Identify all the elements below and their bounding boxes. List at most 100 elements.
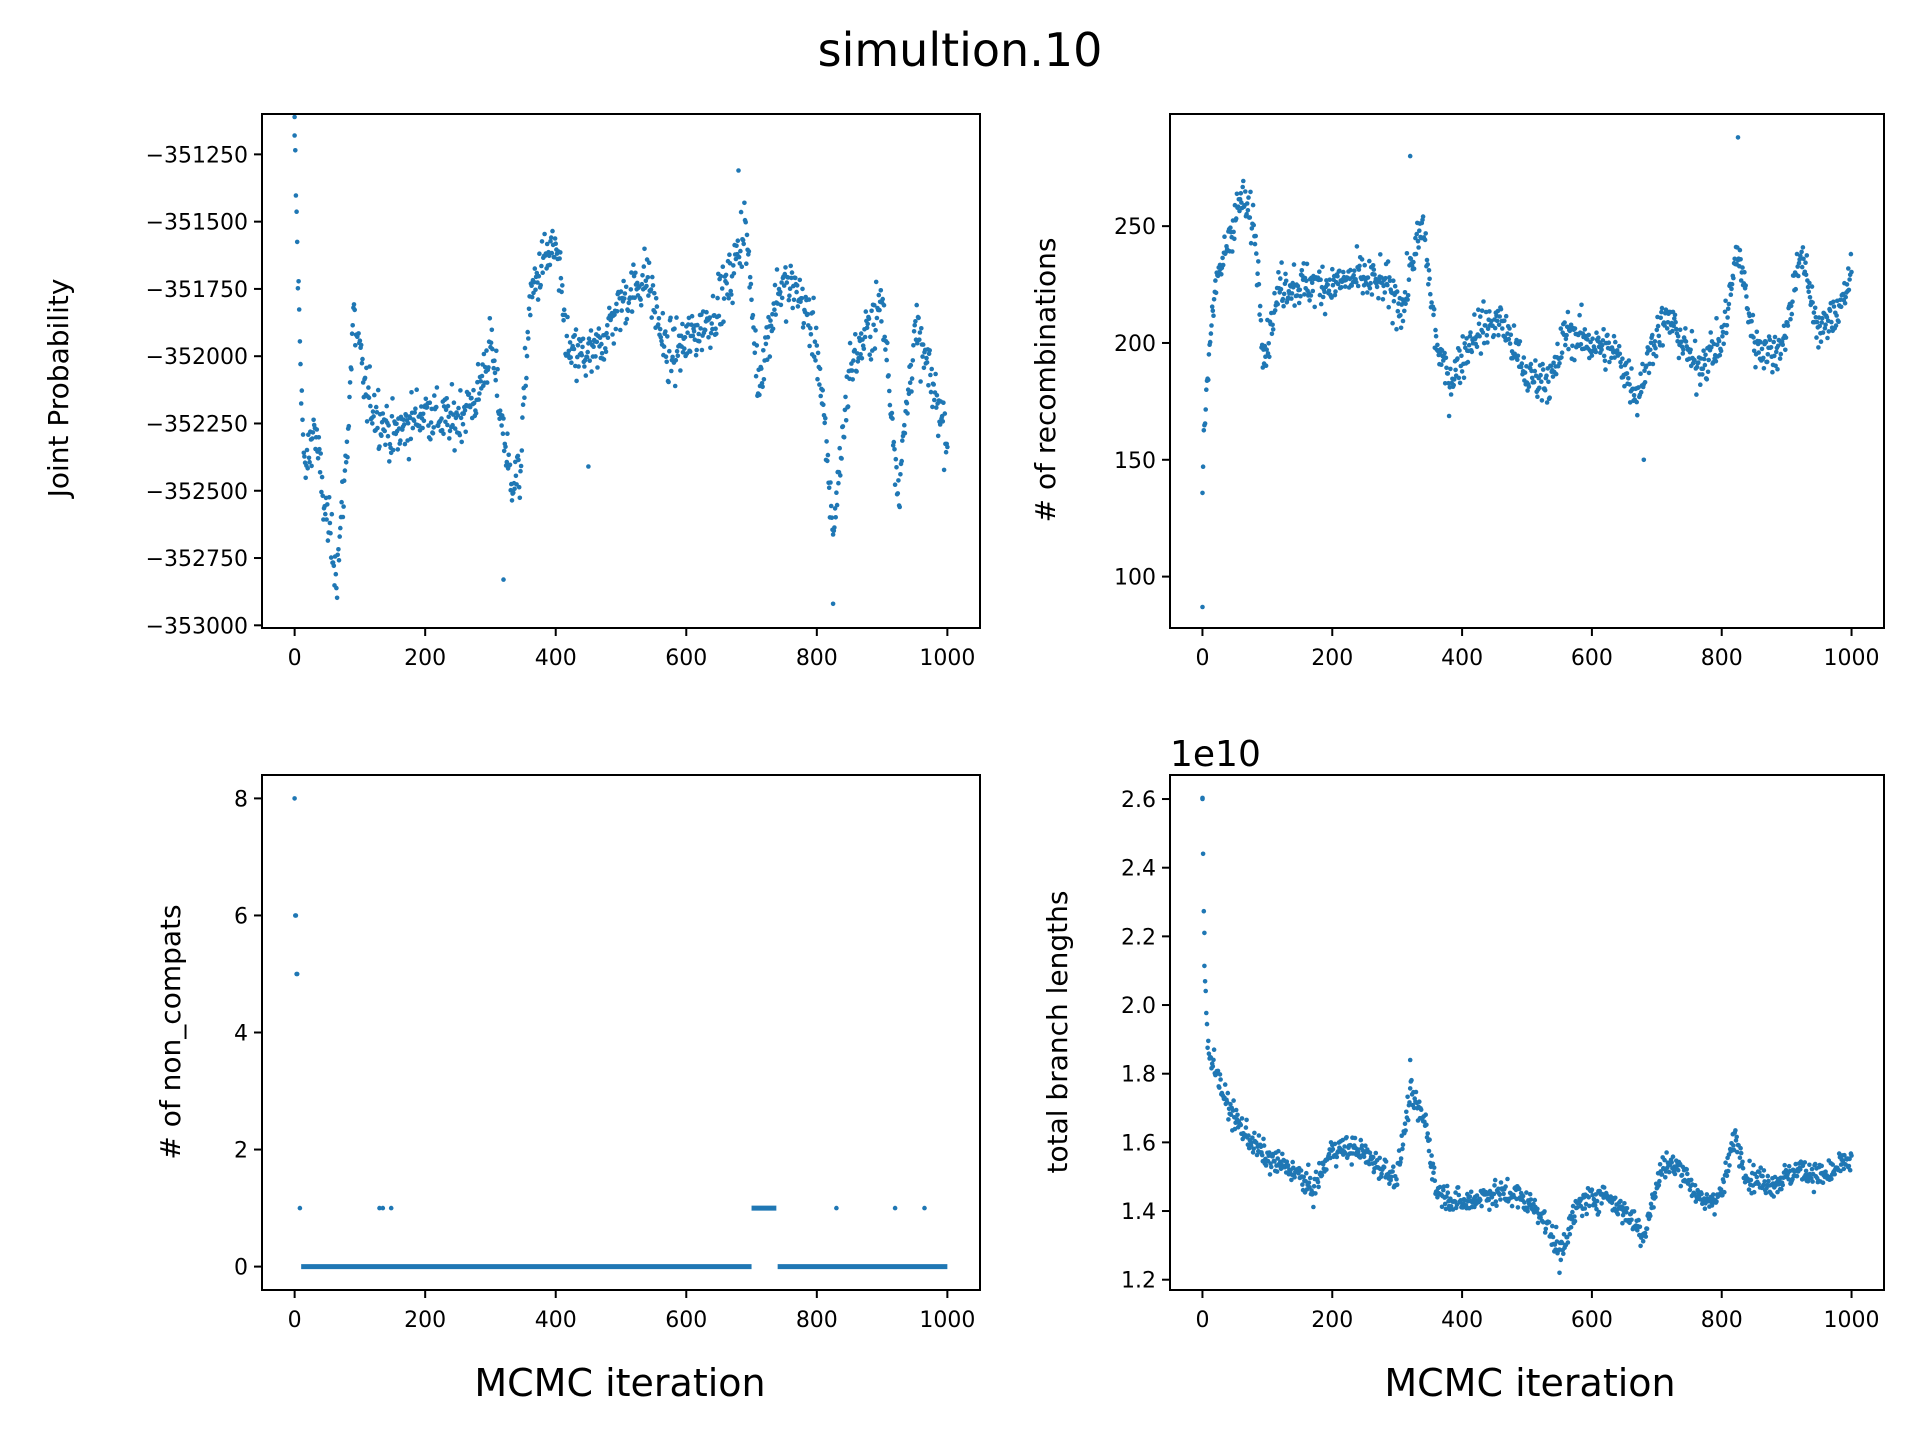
data-point <box>1461 375 1467 381</box>
data-point <box>778 302 784 308</box>
data-point <box>1478 314 1483 319</box>
data-point <box>380 411 386 416</box>
data-point <box>1601 353 1607 359</box>
data-point <box>858 331 864 336</box>
data-point <box>813 358 818 363</box>
data-point <box>1373 1150 1379 1156</box>
data-point <box>1398 325 1404 331</box>
data-point <box>293 148 298 153</box>
data-point <box>1411 266 1417 272</box>
data-point <box>495 366 500 372</box>
data-point <box>878 288 884 293</box>
data-point <box>1756 1181 1761 1187</box>
data-point <box>695 322 700 328</box>
data-point <box>654 304 660 309</box>
data-point <box>1724 323 1730 328</box>
data-point <box>740 237 746 243</box>
data-point <box>385 433 391 439</box>
data-point <box>409 390 414 395</box>
data-point <box>1371 1169 1377 1175</box>
data-point <box>1217 1085 1222 1090</box>
data-point <box>767 354 773 359</box>
data-point <box>1251 222 1256 228</box>
data-point <box>1383 1159 1389 1164</box>
data-point <box>1600 342 1605 348</box>
data-point <box>487 316 493 321</box>
data-point <box>731 271 737 276</box>
data-point <box>411 418 417 424</box>
data-point <box>1391 298 1397 304</box>
data-point <box>1254 251 1259 256</box>
data-point <box>1360 290 1366 296</box>
data-point <box>1533 358 1538 363</box>
data-point <box>715 295 720 301</box>
data-point <box>1832 1171 1837 1177</box>
data-point <box>558 250 563 255</box>
data-point <box>1322 311 1328 317</box>
data-point <box>1688 347 1693 353</box>
data-point <box>359 360 365 366</box>
data-point <box>481 351 487 357</box>
data-point <box>1522 370 1528 375</box>
data-point <box>1664 1150 1669 1155</box>
data-point <box>1653 1194 1658 1200</box>
data-point <box>1637 1224 1643 1230</box>
data-point <box>512 486 517 492</box>
data-point <box>1618 359 1623 365</box>
data-point <box>1327 277 1332 283</box>
data-point <box>623 284 629 290</box>
data-point <box>1756 350 1761 355</box>
data-point <box>1413 1089 1419 1095</box>
data-point <box>788 263 793 269</box>
data-point <box>1529 375 1535 381</box>
data-point <box>656 316 662 321</box>
data-point <box>501 416 506 421</box>
data-point <box>1385 282 1390 288</box>
data-point <box>529 294 535 300</box>
data-point <box>1648 1201 1654 1207</box>
data-point <box>741 241 746 247</box>
data-point <box>1400 1146 1405 1152</box>
data-point <box>408 436 414 442</box>
data-point <box>1416 245 1421 250</box>
data-point <box>1289 1177 1294 1183</box>
data-point <box>661 344 667 349</box>
data-point <box>643 278 649 284</box>
data-point <box>847 340 853 346</box>
data-point <box>1391 1164 1396 1169</box>
y-tick-label: −352750 <box>146 547 248 572</box>
data-point <box>1824 315 1830 320</box>
data-point <box>497 416 502 422</box>
data-point <box>1738 1150 1744 1156</box>
data-point <box>834 502 840 508</box>
data-point <box>871 322 876 328</box>
data-point <box>580 344 585 350</box>
data-point <box>873 279 879 285</box>
data-point <box>336 547 341 552</box>
data-point <box>341 504 346 509</box>
data-point <box>1313 1191 1318 1196</box>
data-point <box>307 459 312 465</box>
data-point <box>473 410 479 416</box>
data-point <box>611 341 617 346</box>
data-point <box>1476 307 1481 313</box>
data-point <box>1800 245 1806 250</box>
figure-title: simultion.10 <box>818 23 1103 77</box>
data-point <box>395 447 401 452</box>
data-point <box>1341 269 1346 275</box>
data-point <box>787 293 792 299</box>
data-point <box>1306 1162 1311 1168</box>
data-point <box>1758 1165 1763 1170</box>
data-point <box>1653 345 1658 351</box>
data-point <box>674 348 680 354</box>
data-point <box>456 405 461 411</box>
data-point <box>1799 249 1804 255</box>
data-point <box>1644 363 1649 369</box>
data-point <box>1780 342 1785 348</box>
data-point <box>1515 1205 1521 1210</box>
data-point <box>673 357 679 363</box>
data-point <box>1348 1142 1353 1148</box>
data-point <box>542 231 547 237</box>
data-point <box>479 373 485 379</box>
x-tick-label: 600 <box>665 646 707 671</box>
